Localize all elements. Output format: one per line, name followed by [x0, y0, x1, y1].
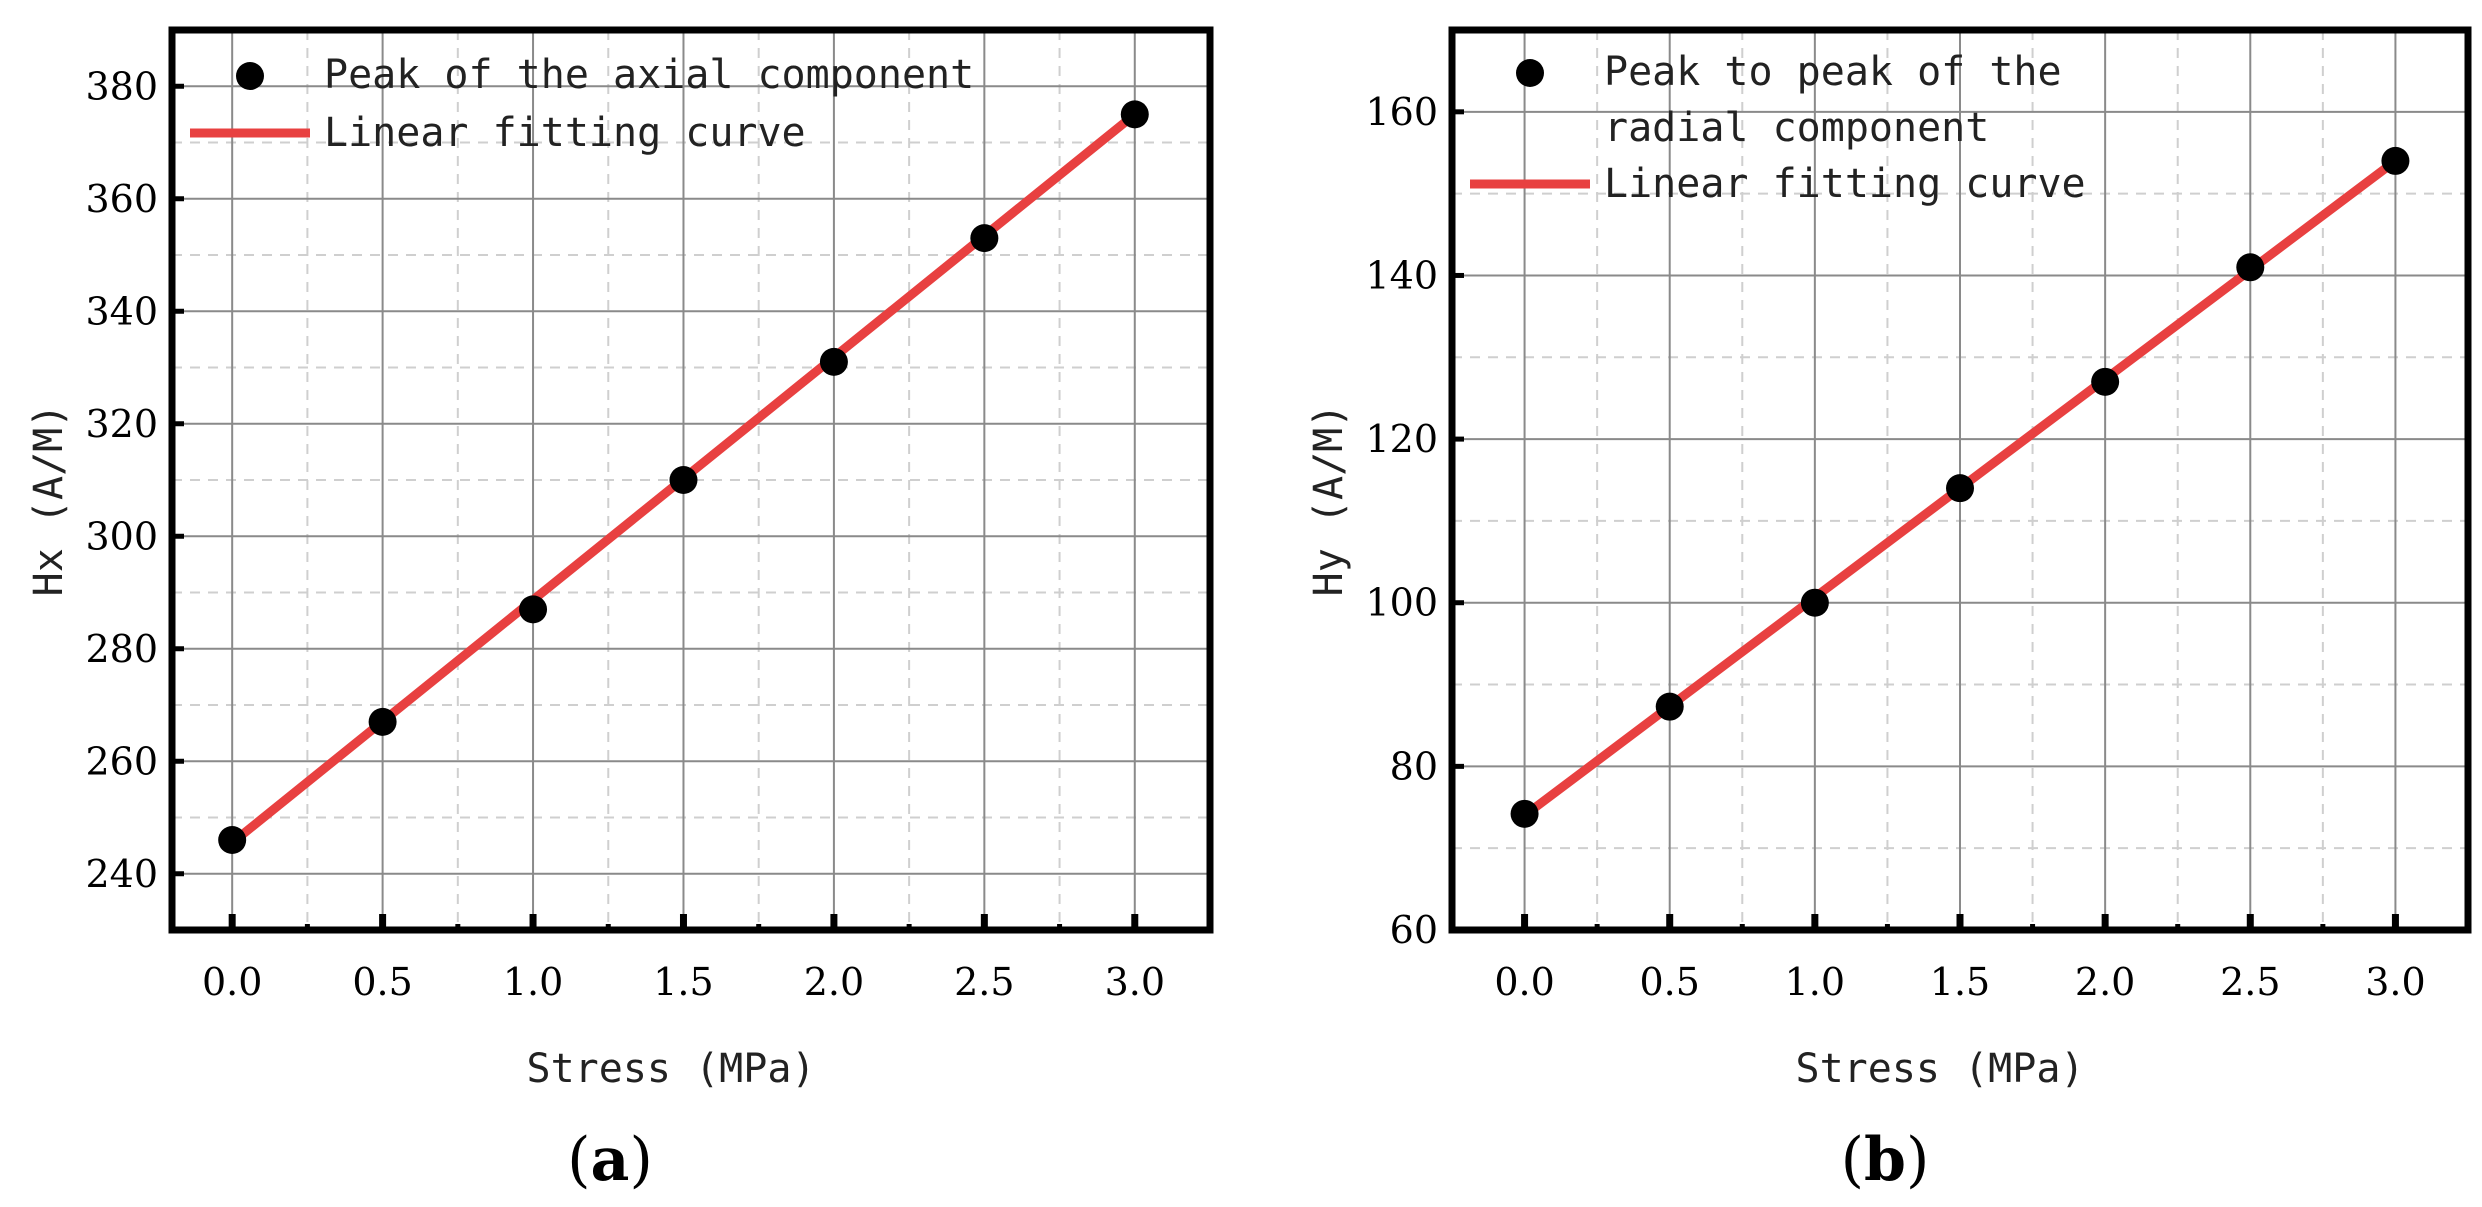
plot-frame — [168, 26, 1214, 934]
data-point — [669, 466, 698, 494]
y-tick-label: 360 — [85, 177, 158, 221]
data-point — [218, 826, 247, 854]
x-axis-title: Stress (MPa) — [1796, 1046, 2085, 1092]
data-point — [1655, 692, 1684, 721]
legend-marker-points — [1516, 59, 1544, 87]
y-tick-label: 280 — [85, 627, 158, 671]
chart-b: 0.0 0.5 1.0 1.5 2.0 2.5 3.0 60 80 100 120 140 160 Str… — [1306, 26, 2472, 1195]
x-tick-label: 3.0 — [2365, 960, 2425, 1004]
data-point — [970, 224, 999, 253]
x-axis-title: Stress (MPa) — [527, 1046, 816, 1092]
x-tick-label: 1.0 — [1785, 960, 1845, 1004]
y-tick-label: 320 — [85, 402, 158, 446]
legend-marker-points — [236, 62, 264, 90]
legend: Peak of the axial component Linear fittin… — [190, 52, 974, 156]
data-point — [368, 707, 397, 736]
legend-label-line: Linear fitting curve — [1604, 161, 2086, 207]
x-tick-label: 3.0 — [1105, 960, 1165, 1004]
y-tick-label: 60 — [1390, 908, 1438, 952]
y-axis-title: Hx (A/M) — [26, 404, 72, 597]
y-tick-label: 380 — [85, 64, 158, 108]
data-point — [519, 595, 548, 624]
y-tick-label: 240 — [85, 852, 158, 896]
y-tick-label: 120 — [1365, 417, 1438, 461]
y-tick-label: 160 — [1365, 90, 1438, 134]
x-tick-label: 1.5 — [653, 960, 713, 1004]
panel-label-open: ( — [1841, 1125, 1864, 1195]
data-point — [1800, 588, 1829, 617]
x-tick-label: 0.0 — [202, 960, 262, 1004]
x-tick-label: 2.0 — [2075, 960, 2135, 1004]
data-point — [1510, 799, 1539, 828]
legend-label-points: Peak of the axial component — [324, 52, 974, 98]
x-tick-label: 1.0 — [503, 960, 563, 1004]
data-point — [2236, 253, 2265, 282]
panel-label-close: ) — [1906, 1125, 1929, 1195]
y-tick-label: 300 — [85, 514, 158, 558]
data-point — [819, 347, 848, 376]
panel-label-open: ( — [567, 1125, 590, 1195]
panel-label-letter: b — [1864, 1125, 1906, 1195]
y-axis-title: Hy (A/M) — [1306, 404, 1352, 597]
y-tick-label: 100 — [1365, 581, 1438, 625]
y-tick-label: 140 — [1365, 253, 1438, 297]
legend: Peak to peak of the radial component Linea… — [1470, 49, 2086, 207]
y-tick-label: 80 — [1390, 744, 1438, 788]
legend-label-points: Peak to peak of the — [1604, 49, 2062, 95]
x-tick-label: 2.5 — [954, 960, 1014, 1004]
x-tick-label: 0.5 — [1639, 960, 1699, 1004]
x-tick-label: 0.5 — [352, 960, 412, 1004]
legend-label-line: Linear fitting curve — [324, 110, 806, 156]
panel-label: (b) — [1841, 1125, 1930, 1195]
x-tick-label: 0.0 — [1494, 960, 1554, 1004]
data-point — [1120, 100, 1149, 129]
chart-a: 0.0 0.5 1.0 1.5 2.0 2.5 3.0 240 260 280 300 320 340 3… — [26, 26, 1214, 1195]
x-tick-label: 2.0 — [804, 960, 864, 1004]
panel-label-letter: a — [591, 1125, 630, 1195]
y-tick-label: 340 — [85, 289, 158, 333]
panel-label-close: ) — [629, 1125, 652, 1195]
panel-label: (a) — [567, 1125, 653, 1195]
data-point — [2381, 146, 2410, 175]
x-tick-label: 1.5 — [1930, 960, 1990, 1004]
y-tick-label: 260 — [85, 739, 158, 783]
data-point — [2091, 367, 2120, 396]
legend-label-points: radial component — [1604, 105, 1989, 151]
data-point — [1946, 474, 1974, 503]
x-tick-label: 2.5 — [2220, 960, 2280, 1004]
